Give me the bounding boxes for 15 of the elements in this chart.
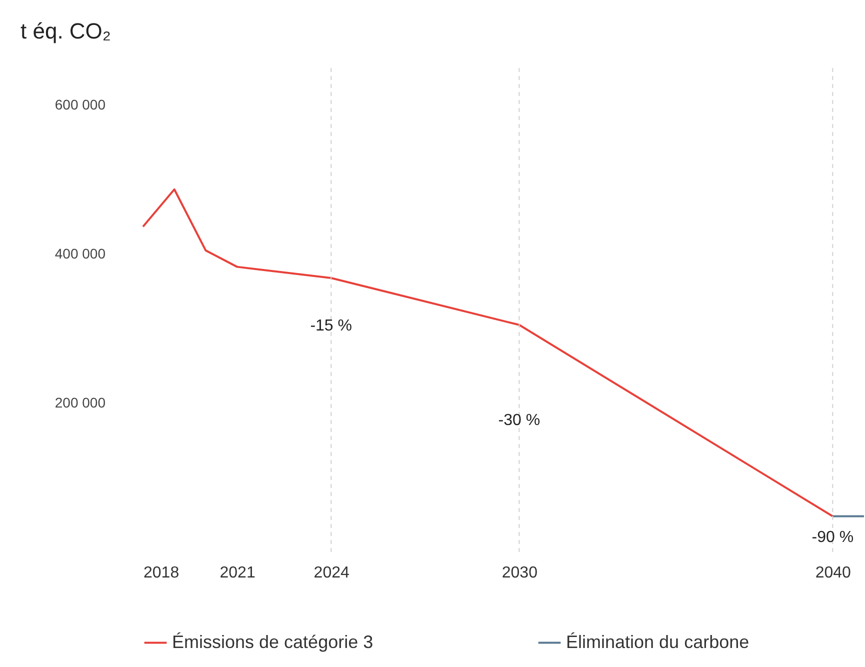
x-tick-label: 2018 (144, 564, 180, 582)
y-tick-label: 600 000 (54, 96, 106, 113)
line-series (142, 188, 834, 518)
annotation: -90 % (812, 529, 854, 546)
x-tick-label: 2021 (220, 564, 256, 582)
x-tick-label: 2040 (815, 564, 852, 582)
legend-label: Élimination du carbone (566, 632, 750, 652)
y-axis-title: t éq. CO₂ (20, 18, 111, 44)
x-tick-label: 2024 (314, 564, 350, 582)
annotation: -15 % (310, 318, 352, 335)
annotation: -30 % (498, 412, 540, 430)
y-tick-label: 400 000 (54, 246, 106, 262)
x-tick-label: 2030 (502, 564, 538, 582)
y-tick-label: 200 000 (54, 394, 106, 411)
legend-label: Émissions de catégorie 3 (172, 632, 374, 652)
